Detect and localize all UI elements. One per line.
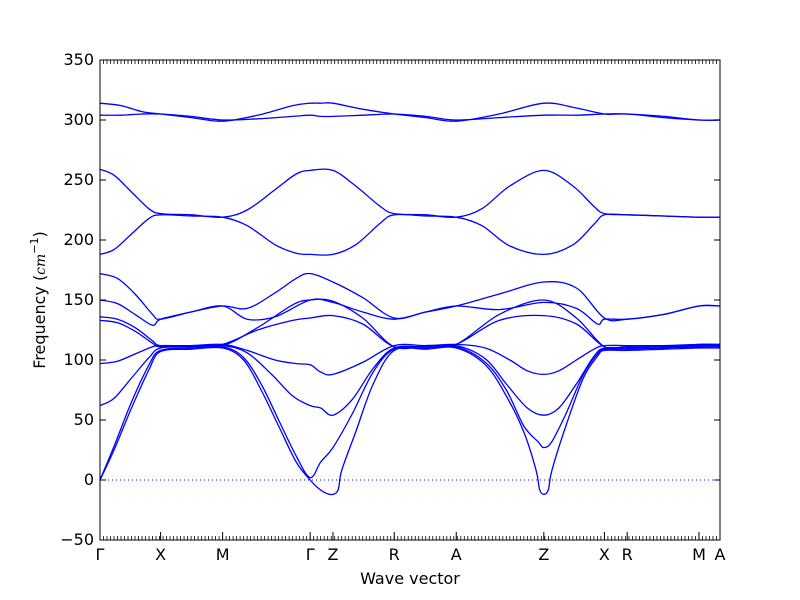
y-axis-title-unit: cm bbox=[33, 254, 49, 275]
y-tick-label: 100 bbox=[63, 350, 94, 369]
series-layer bbox=[99, 102, 721, 496]
y-tick-layer: −50 0 50 100 150 200 250 300 350 bbox=[60, 50, 720, 549]
y-axis-title-exponent: −1 bbox=[28, 237, 41, 253]
y-tick-label: 150 bbox=[63, 290, 94, 309]
y-tick-label: 350 bbox=[63, 50, 94, 69]
y-tick-label: 250 bbox=[63, 170, 94, 189]
band-line-3 bbox=[99, 168, 721, 219]
band-line-10 bbox=[99, 344, 721, 417]
x-tick-label: R bbox=[389, 545, 400, 564]
band-line-2 bbox=[99, 113, 721, 121]
plot-area bbox=[100, 60, 720, 540]
x-tick-label: A bbox=[715, 545, 726, 564]
y-tick-label: 0 bbox=[84, 470, 94, 489]
y-axis-title-prefix: Frequency ( bbox=[30, 275, 49, 369]
y-tick-label: −50 bbox=[60, 530, 94, 549]
x-tick-label: Γ bbox=[306, 545, 315, 564]
y-axis-title-suffix: ) bbox=[30, 231, 49, 237]
x-tick-label: R bbox=[622, 545, 633, 564]
x-tick-label: X bbox=[599, 545, 610, 564]
plot-background bbox=[100, 60, 720, 540]
x-axis-title: Wave vector bbox=[360, 569, 460, 588]
y-tick-label: 50 bbox=[74, 410, 94, 429]
x-tick-label: Z bbox=[327, 545, 338, 564]
y-axis-title: Frequency (cm−1) bbox=[28, 231, 49, 369]
x-tick-label: A bbox=[451, 545, 462, 564]
x-tick-label: Γ bbox=[96, 545, 105, 564]
y-tick-label: 300 bbox=[63, 110, 94, 129]
band-line-12 bbox=[99, 346, 721, 496]
x-tick-label: X bbox=[155, 545, 166, 564]
band-line-4 bbox=[99, 213, 721, 256]
x-tick-label: M bbox=[216, 545, 230, 564]
y-tick-label: 200 bbox=[63, 230, 94, 249]
x-tick-label: Z bbox=[538, 545, 549, 564]
band-line-9 bbox=[99, 343, 721, 376]
x-tick-label: M bbox=[692, 545, 706, 564]
band-line-6 bbox=[99, 298, 721, 326]
band-line-11 bbox=[99, 345, 721, 481]
